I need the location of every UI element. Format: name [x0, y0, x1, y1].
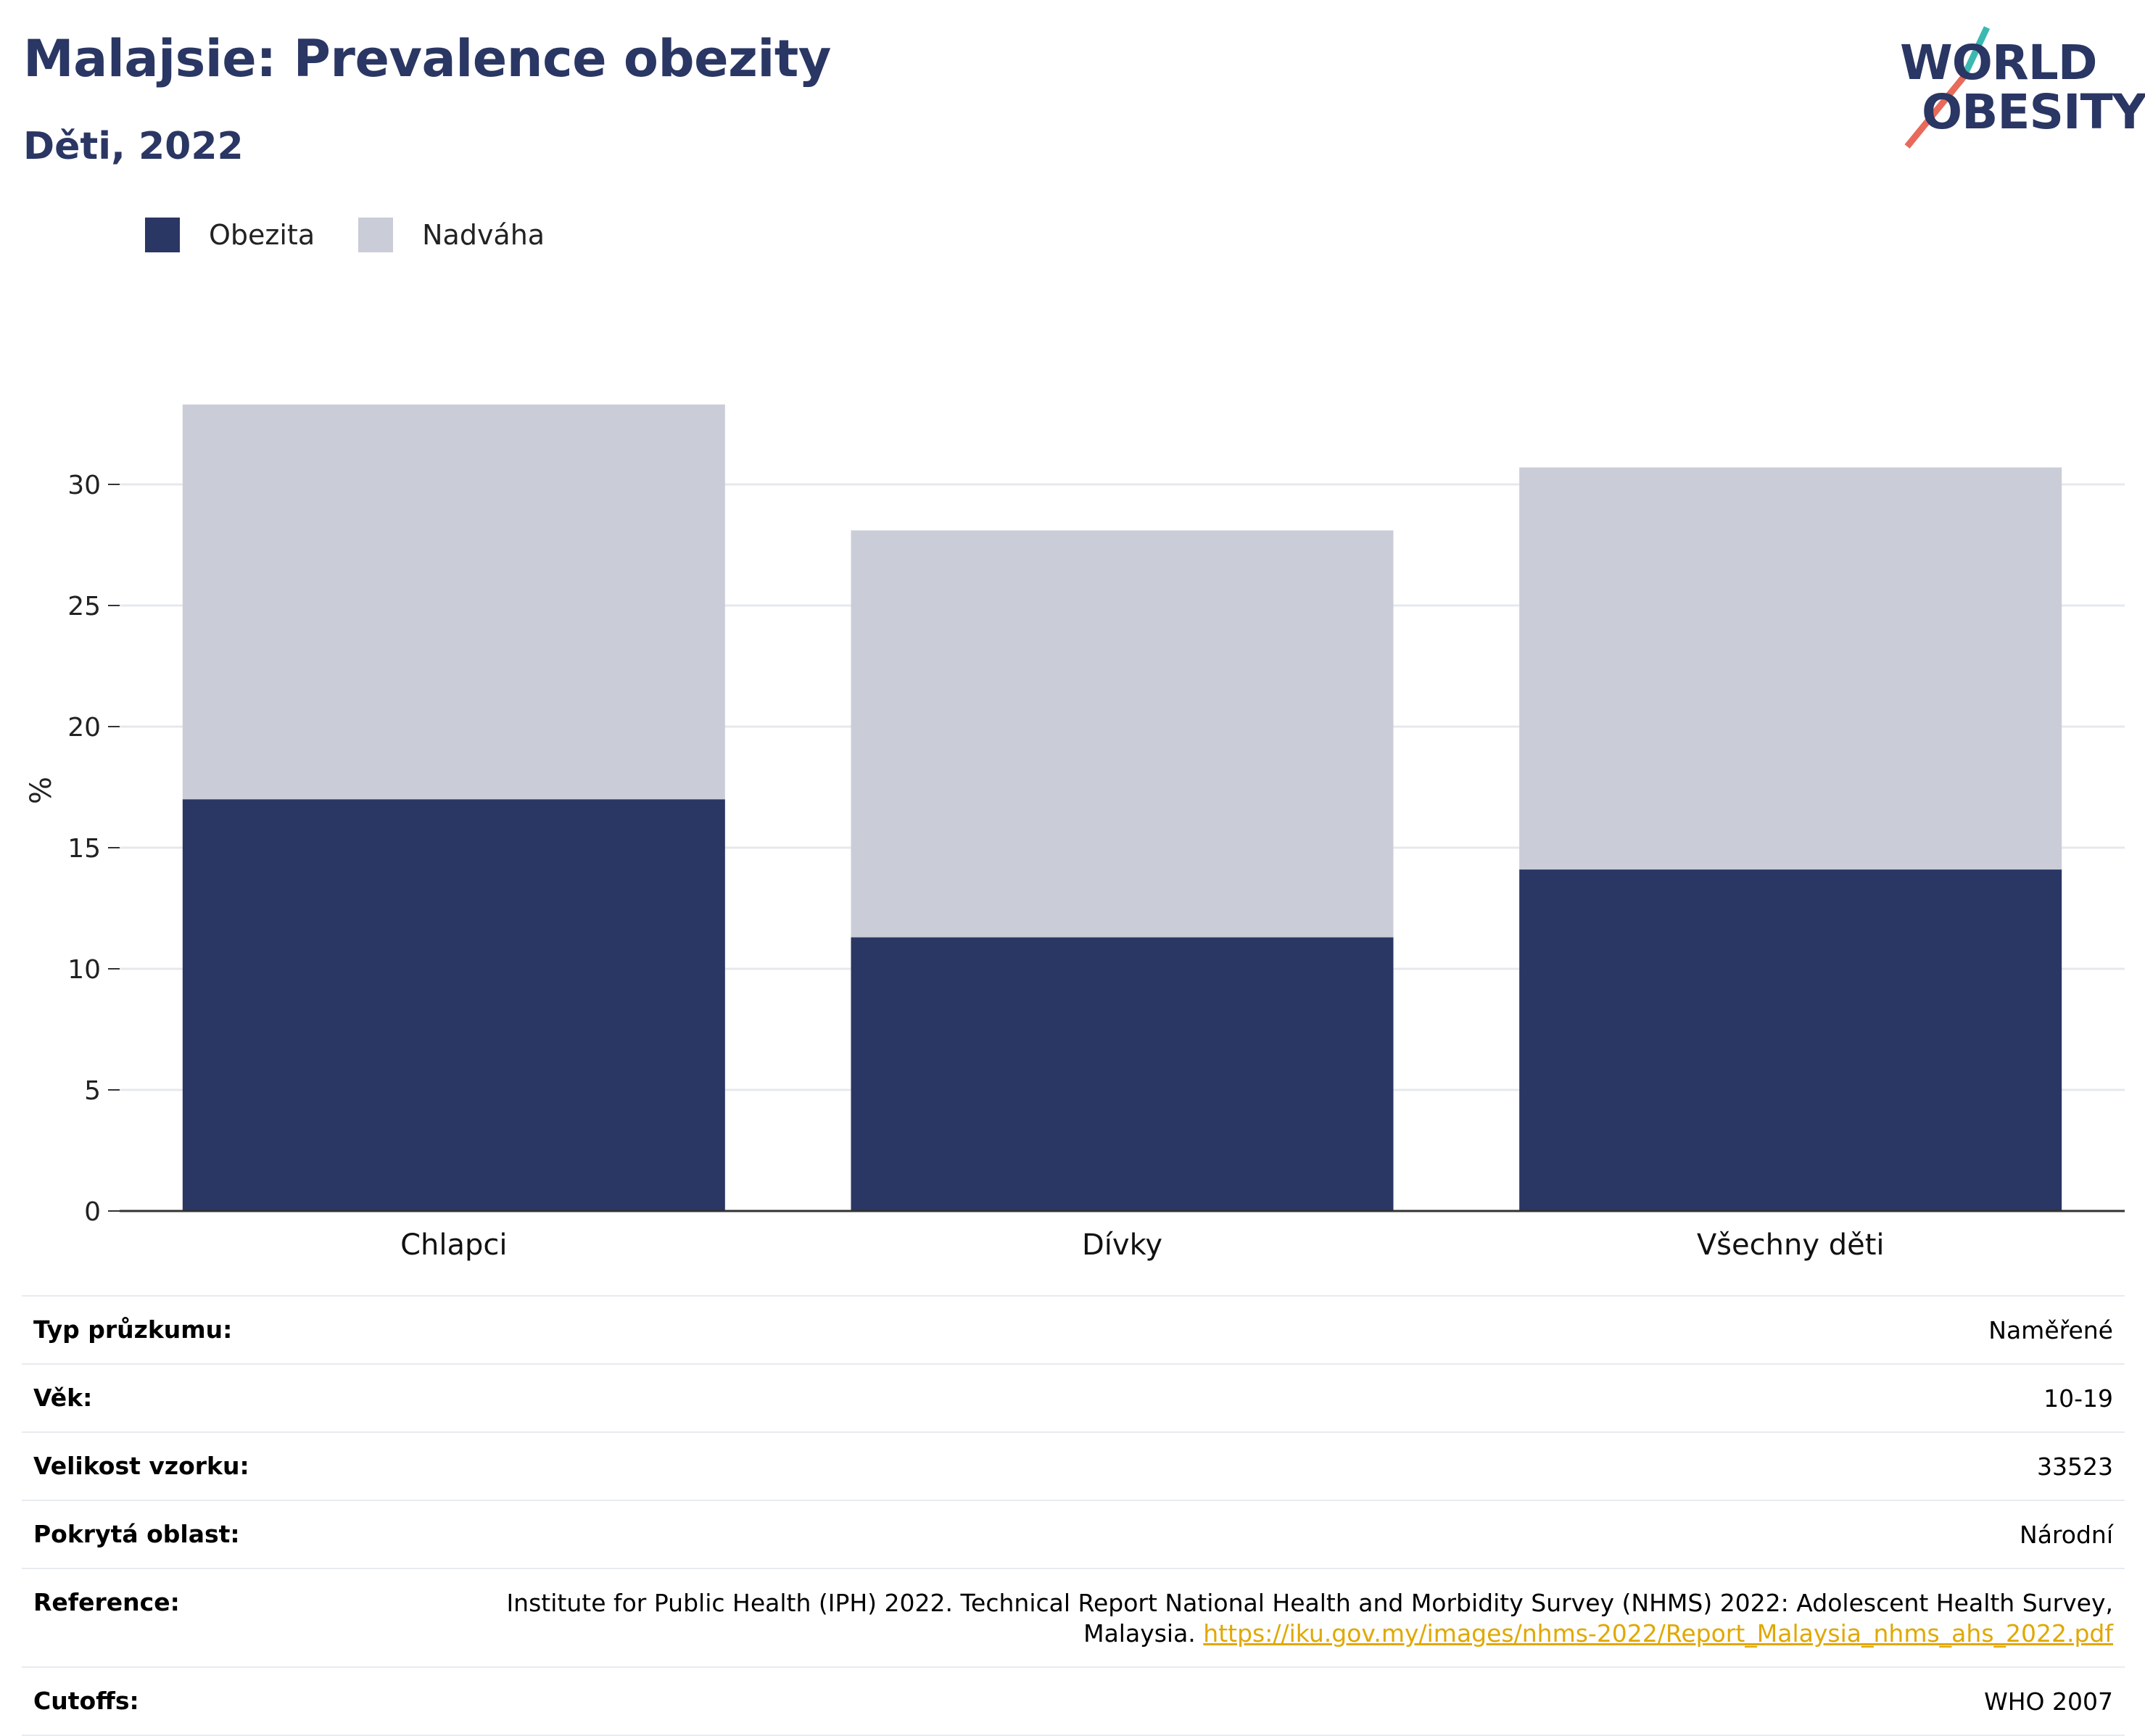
page-subtitle: Děti, 2022 [23, 125, 244, 168]
legend-swatch-overweight [358, 218, 394, 252]
x-tick-label: Všechny děti [1697, 1228, 1885, 1262]
reference-link[interactable]: https://iku.gov.my/images/nhms-2022/Repo… [1203, 1619, 2113, 1648]
bar-obesity-1 [851, 937, 1394, 1211]
details-key: Cutoffs: [33, 1687, 139, 1715]
details-key: Pokrytá oblast: [33, 1520, 240, 1548]
logo-word-world: WORLD [1900, 35, 2098, 91]
details-value-text: Národní [2020, 1521, 2113, 1549]
y-tick-label: 20 [67, 713, 101, 743]
y-axis-label: % [25, 777, 58, 804]
logo-word-obesity: OBESITY [1922, 84, 2145, 140]
page-title: Malajsie: Prevalence obezity [23, 29, 831, 88]
y-tick-label: 30 [67, 471, 101, 500]
world-obesity-logo: WORLD OBESITY [1893, 22, 2145, 152]
bar-overweight-1 [851, 530, 1394, 938]
details-key: Reference: [33, 1588, 180, 1616]
stacked-bar-chart: 0 5 10 15 20 25 30% Chlapci Dívky Všechny děti [25, 404, 2125, 1262]
logo-slash-icon [1904, 26, 1991, 149]
y-tick-label: 15 [67, 834, 101, 864]
legend-item-overweight[interactable]: Nadváha [358, 218, 545, 252]
details-row: Velikost vzorku: 33523 [22, 1431, 2125, 1500]
legend-label-obesity: Obezita [209, 219, 315, 251]
details-value-text: 10-19 [2043, 1384, 2113, 1413]
details-value-text: 33523 [2037, 1452, 2113, 1481]
details-value: 10-19 [2043, 1384, 2113, 1414]
legend-item-obesity[interactable]: Obezita [145, 218, 315, 252]
details-key: Typ průzkumu: [33, 1315, 233, 1344]
x-tick-label: Chlapci [400, 1228, 507, 1262]
details-row: Cutoffs: WHO 2007 [22, 1666, 2125, 1736]
survey-details-table: Typ průzkumu: Naměřené Věk: 10-19 Velikost v… [22, 1295, 2125, 1736]
legend-swatch-obesity [145, 218, 180, 252]
details-row: Typ průzkumu: Naměřené [22, 1295, 2125, 1363]
details-row: Pokrytá oblast: Národní [22, 1500, 2125, 1568]
details-value-text: Naměřené [1988, 1316, 2113, 1344]
details-value: 33523 [2037, 1452, 2113, 1482]
details-value-text: Institute for Public Health (IPH) 2022. … [506, 1589, 2113, 1648]
y-tick-label: 0 [84, 1197, 101, 1227]
details-key: Velikost vzorku: [33, 1452, 249, 1480]
details-key: Věk: [33, 1384, 93, 1412]
details-value-text: WHO 2007 [1984, 1687, 2113, 1716]
bar-obesity-0 [182, 799, 725, 1211]
details-row: Reference: Institute for Public Health (I… [22, 1568, 2125, 1666]
y-tick-label: 25 [67, 592, 101, 621]
details-row: Věk: 10-19 [22, 1363, 2125, 1431]
y-tick-label: 10 [67, 955, 101, 985]
legend-label-overweight: Nadváha [422, 219, 545, 251]
bar-overweight-0 [182, 404, 725, 800]
details-value: Národní [2020, 1520, 2113, 1550]
x-tick-label: Dívky [1082, 1228, 1162, 1262]
chart-legend: Obezita Nadváha [145, 215, 588, 255]
bar-obesity-2 [1519, 869, 2062, 1211]
bar-overweight-2 [1519, 467, 2062, 870]
details-value: Naměřené [1988, 1315, 2113, 1346]
y-tick-label: 5 [84, 1076, 101, 1106]
details-value: Institute for Public Health (IPH) 2022. … [445, 1588, 2113, 1649]
details-value: WHO 2007 [1984, 1687, 2113, 1717]
